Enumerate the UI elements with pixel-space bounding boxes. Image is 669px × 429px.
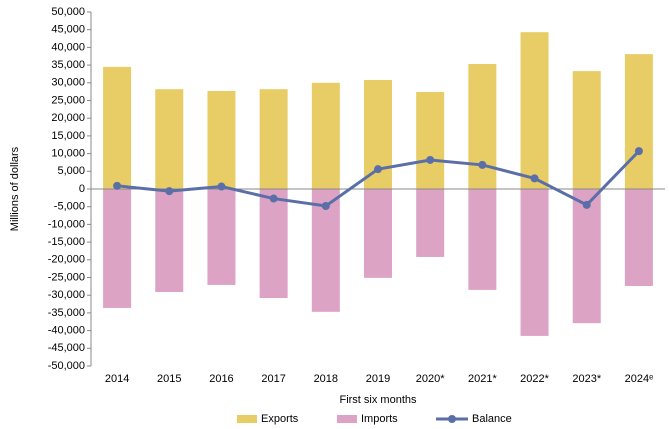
balance-marker xyxy=(582,200,591,209)
bar xyxy=(259,89,288,189)
legend-swatch xyxy=(448,415,456,423)
bar xyxy=(311,82,340,189)
y-axis-label: Millions of dollars xyxy=(9,146,21,231)
y-tick-label: -30,000 xyxy=(48,289,85,301)
bar xyxy=(624,54,653,189)
y-tick-label: -25,000 xyxy=(48,271,85,283)
bar xyxy=(416,92,445,189)
x-tick-label: 2024ᵉ xyxy=(625,373,654,385)
balance-marker xyxy=(478,160,487,169)
bar xyxy=(155,89,184,189)
y-tick-label: -45,000 xyxy=(48,342,85,354)
bar xyxy=(572,71,601,189)
y-tick-label: 0 xyxy=(79,183,85,195)
bar xyxy=(259,189,288,299)
y-tick-label: -40,000 xyxy=(48,325,85,337)
y-tick-label: -5,000 xyxy=(54,201,85,213)
legend-label: Balance xyxy=(472,413,512,425)
x-tick-label: 2018 xyxy=(314,373,338,385)
y-tick-label: 5,000 xyxy=(57,165,85,177)
bar xyxy=(624,189,653,286)
legend-label: Exports xyxy=(261,413,299,425)
bar xyxy=(572,189,601,324)
bar xyxy=(207,90,236,189)
y-tick-label: -20,000 xyxy=(48,254,85,266)
bar xyxy=(155,189,184,293)
x-axis-label: First six months xyxy=(339,394,417,406)
legend-label: Imports xyxy=(361,413,398,425)
bar xyxy=(416,189,445,257)
x-tick-label: 2021* xyxy=(468,373,497,385)
balance-marker xyxy=(634,147,643,156)
bar xyxy=(468,64,497,189)
bar xyxy=(468,189,497,290)
y-tick-label: 10,000 xyxy=(51,148,85,160)
y-tick-label: -35,000 xyxy=(48,307,85,319)
balance-marker xyxy=(374,165,382,174)
x-tick-label: 2016 xyxy=(209,373,233,385)
x-tick-label: 2023* xyxy=(572,373,601,385)
y-tick-label: 50,000 xyxy=(51,6,85,18)
bar xyxy=(520,189,549,336)
x-tick-label: 2022* xyxy=(520,373,549,385)
y-tick-label: 15,000 xyxy=(51,130,85,142)
y-tick-label: 20,000 xyxy=(51,112,85,124)
balance-marker xyxy=(321,201,330,210)
balance-marker xyxy=(530,174,539,183)
y-tick-label: 40,000 xyxy=(51,41,85,53)
y-tick-label: -10,000 xyxy=(48,218,85,230)
x-tick-label: 2019 xyxy=(366,373,390,385)
y-tick-label: -15,000 xyxy=(48,236,85,248)
balance-marker xyxy=(426,155,435,164)
x-tick-label: 2020* xyxy=(416,373,445,385)
x-tick-label: 2014 xyxy=(105,373,129,385)
legend-swatch xyxy=(237,415,257,423)
y-tick-label: 30,000 xyxy=(51,77,85,89)
y-tick-label: 25,000 xyxy=(51,94,85,106)
y-tick-label: -50,000 xyxy=(48,360,85,372)
bar xyxy=(103,66,132,189)
y-tick-label: 35,000 xyxy=(51,59,85,71)
balance-marker xyxy=(217,182,226,191)
bar xyxy=(207,189,236,285)
y-tick-label: 45,000 xyxy=(51,24,85,36)
balance-marker xyxy=(165,187,174,196)
x-tick-label: 2015 xyxy=(157,373,181,385)
legend-swatch xyxy=(337,415,357,423)
balance-marker xyxy=(113,181,122,190)
x-tick-label: 2017 xyxy=(261,373,285,385)
bar xyxy=(364,189,392,278)
bar xyxy=(103,189,132,308)
balance-marker xyxy=(269,194,278,203)
bar xyxy=(520,32,549,189)
